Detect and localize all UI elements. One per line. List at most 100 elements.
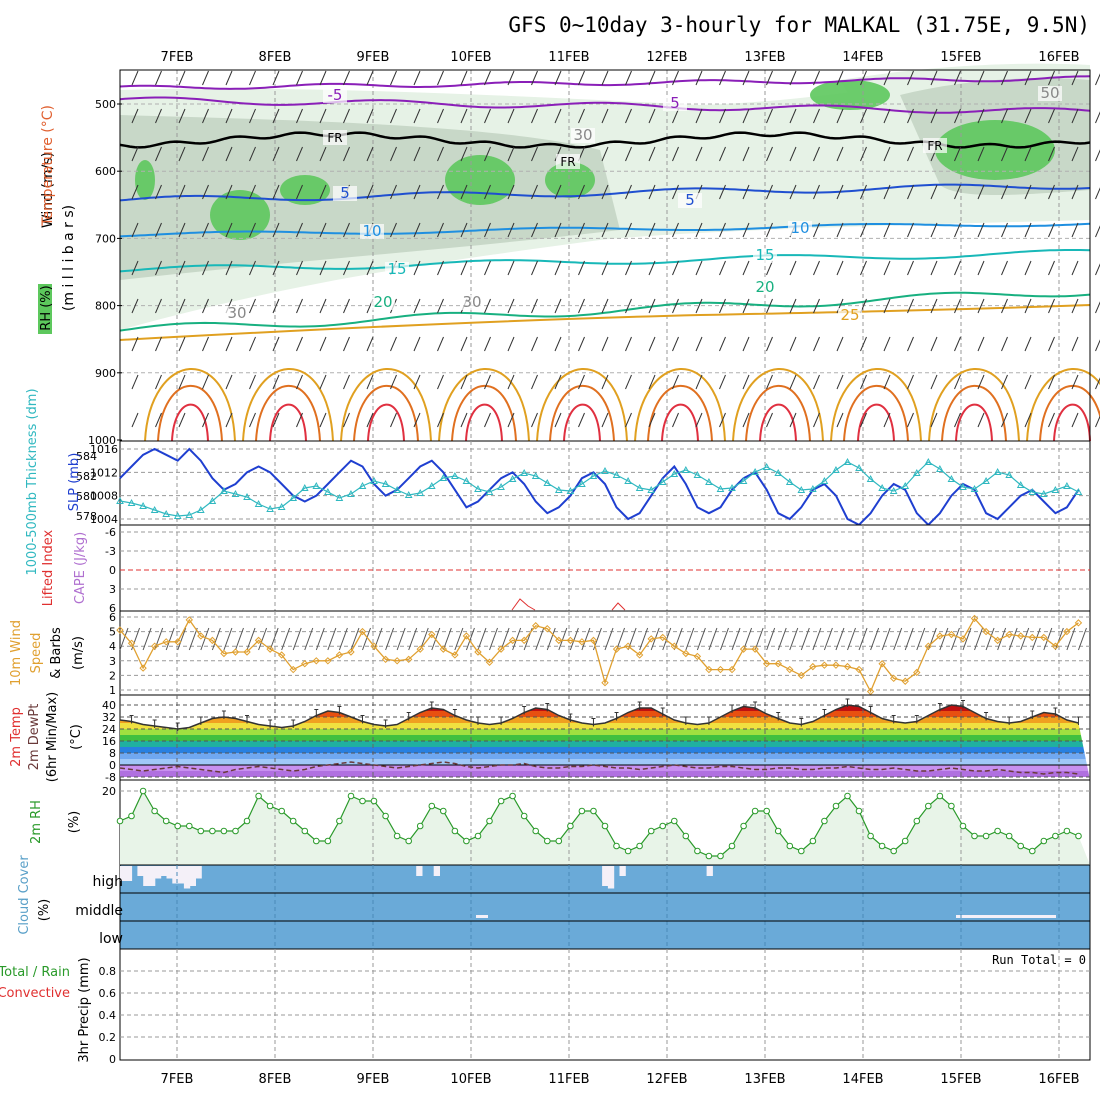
chart-title: GFS 0~10day 3-hourly for MALKAL (31.75E,… <box>508 13 1090 37</box>
rh2m-point <box>498 798 504 804</box>
slp-tick: 1012 <box>90 466 118 479</box>
rh2m-point <box>914 818 920 824</box>
wind-tick: 6 <box>109 611 116 624</box>
rh2m-point <box>625 848 631 854</box>
rh2m-point <box>983 833 989 839</box>
slp-tick: 1008 <box>90 490 118 503</box>
ylabel-millibars: (m i l l i b a r s) <box>61 205 77 311</box>
ylabel-temp-unit: (°C) <box>69 724 84 750</box>
contour-label: 5 <box>670 94 680 112</box>
bottom-date-7FEB: 7FEB <box>161 1072 194 1087</box>
contour-label: 5 <box>340 184 350 202</box>
rh2m-point <box>117 818 123 824</box>
high-cloud-bar <box>149 866 155 886</box>
rh2m-point <box>637 843 643 849</box>
high-cloud-bar <box>155 866 161 879</box>
rh2m-point <box>221 828 227 834</box>
tick-label: 900 <box>95 367 116 380</box>
rh2m-point <box>648 828 654 834</box>
bottom-date-15FEB: 15FEB <box>940 1072 981 1087</box>
contour-label: -5 <box>328 86 343 104</box>
rh2m-point <box>856 808 862 814</box>
rh2m-point <box>545 838 551 844</box>
rh-tick: 20 <box>102 785 116 798</box>
cloud-level-high: high <box>92 874 123 890</box>
ylabel-cape: CAPE (J/kg) <box>73 532 88 604</box>
rh2m-point <box>302 828 308 834</box>
slp-tick: 1004 <box>90 513 118 526</box>
slp-tick: 1016 <box>90 443 118 456</box>
contour-label: 10 <box>790 219 809 237</box>
high-cloud-bar <box>196 866 202 879</box>
rh2m-point <box>233 828 239 834</box>
contour-label: 15 <box>387 260 406 278</box>
cloud-level-low: low <box>99 931 123 947</box>
rh-blob-0 <box>135 160 155 200</box>
rh2m-point <box>833 803 839 809</box>
upper-barb <box>1096 109 1100 123</box>
rh2m-point <box>706 853 712 859</box>
rh2m-point <box>1030 848 1036 854</box>
rh2m-point <box>140 788 146 794</box>
top-date-16FEB: 16FEB <box>1038 50 1079 65</box>
ylabel-lifted-index: Lifted Index <box>41 529 56 606</box>
upper-barb <box>1096 147 1100 161</box>
li-tick: -3 <box>105 545 116 558</box>
precip-tick: 0.8 <box>99 965 117 978</box>
rh2m-point <box>949 803 955 809</box>
temp-band <box>120 729 1090 735</box>
rh2m-point <box>325 838 331 844</box>
rh2m-point <box>417 823 423 829</box>
temp-tick: -8 <box>105 771 116 784</box>
high-cloud-bar <box>178 866 184 884</box>
rh-axis: 20 <box>102 785 116 798</box>
temp-band <box>120 753 1090 759</box>
rh2m-point <box>187 823 193 829</box>
contour-label: 10 <box>362 222 381 240</box>
cloud-level-middle: middle <box>75 903 123 919</box>
rh-blob-3 <box>445 155 515 205</box>
rh2m-point <box>568 823 574 829</box>
rh2m-point <box>337 818 343 824</box>
top-date-14FEB: 14FEB <box>842 50 883 65</box>
temp-band <box>120 741 1090 747</box>
rh2m-point <box>775 828 781 834</box>
li-tick: -6 <box>105 526 116 539</box>
temp-band <box>120 735 1090 741</box>
top-date-13FEB: 13FEB <box>744 50 785 65</box>
rh2m-point <box>244 818 250 824</box>
rh2m-point <box>845 793 851 799</box>
wind-tick: 2 <box>109 669 116 682</box>
rh2m-point <box>163 818 169 824</box>
high-cloud-bar <box>416 866 422 876</box>
contour-label: 5 <box>685 191 695 209</box>
rh2m-point <box>175 823 181 829</box>
ylabel-wind10-c: & Barbs <box>49 627 64 679</box>
rh2m-point <box>1006 833 1012 839</box>
rh2m-point <box>799 848 805 854</box>
rh2m-point <box>926 803 932 809</box>
contour-label: 30 <box>573 126 592 144</box>
rh2m-point <box>441 808 447 814</box>
rh2m-point <box>429 803 435 809</box>
run-total: Run Total = 0 <box>992 953 1086 967</box>
cloud-axis: high middle low <box>75 874 123 947</box>
ylabel-thickness: 1000-500mb Thickness (dm) <box>25 388 40 575</box>
rh2m-point <box>533 828 539 834</box>
precip-axis: 0.80.60.40.20 <box>99 965 117 1066</box>
bottom-date-9FEB: 9FEB <box>357 1072 390 1087</box>
rh-2m-panel: 20 2m RH (%) <box>29 780 1090 865</box>
upper-barb <box>1096 261 1100 275</box>
high-cloud-bar <box>620 866 626 876</box>
wind-tick: 1 <box>109 684 116 697</box>
rh2m-point <box>579 808 585 814</box>
rh2m-point <box>210 828 216 834</box>
high-cloud-bar <box>137 866 143 876</box>
rh2m-point <box>718 853 724 859</box>
contour-label: FR <box>560 155 575 169</box>
bottom-date-13FEB: 13FEB <box>744 1072 785 1087</box>
